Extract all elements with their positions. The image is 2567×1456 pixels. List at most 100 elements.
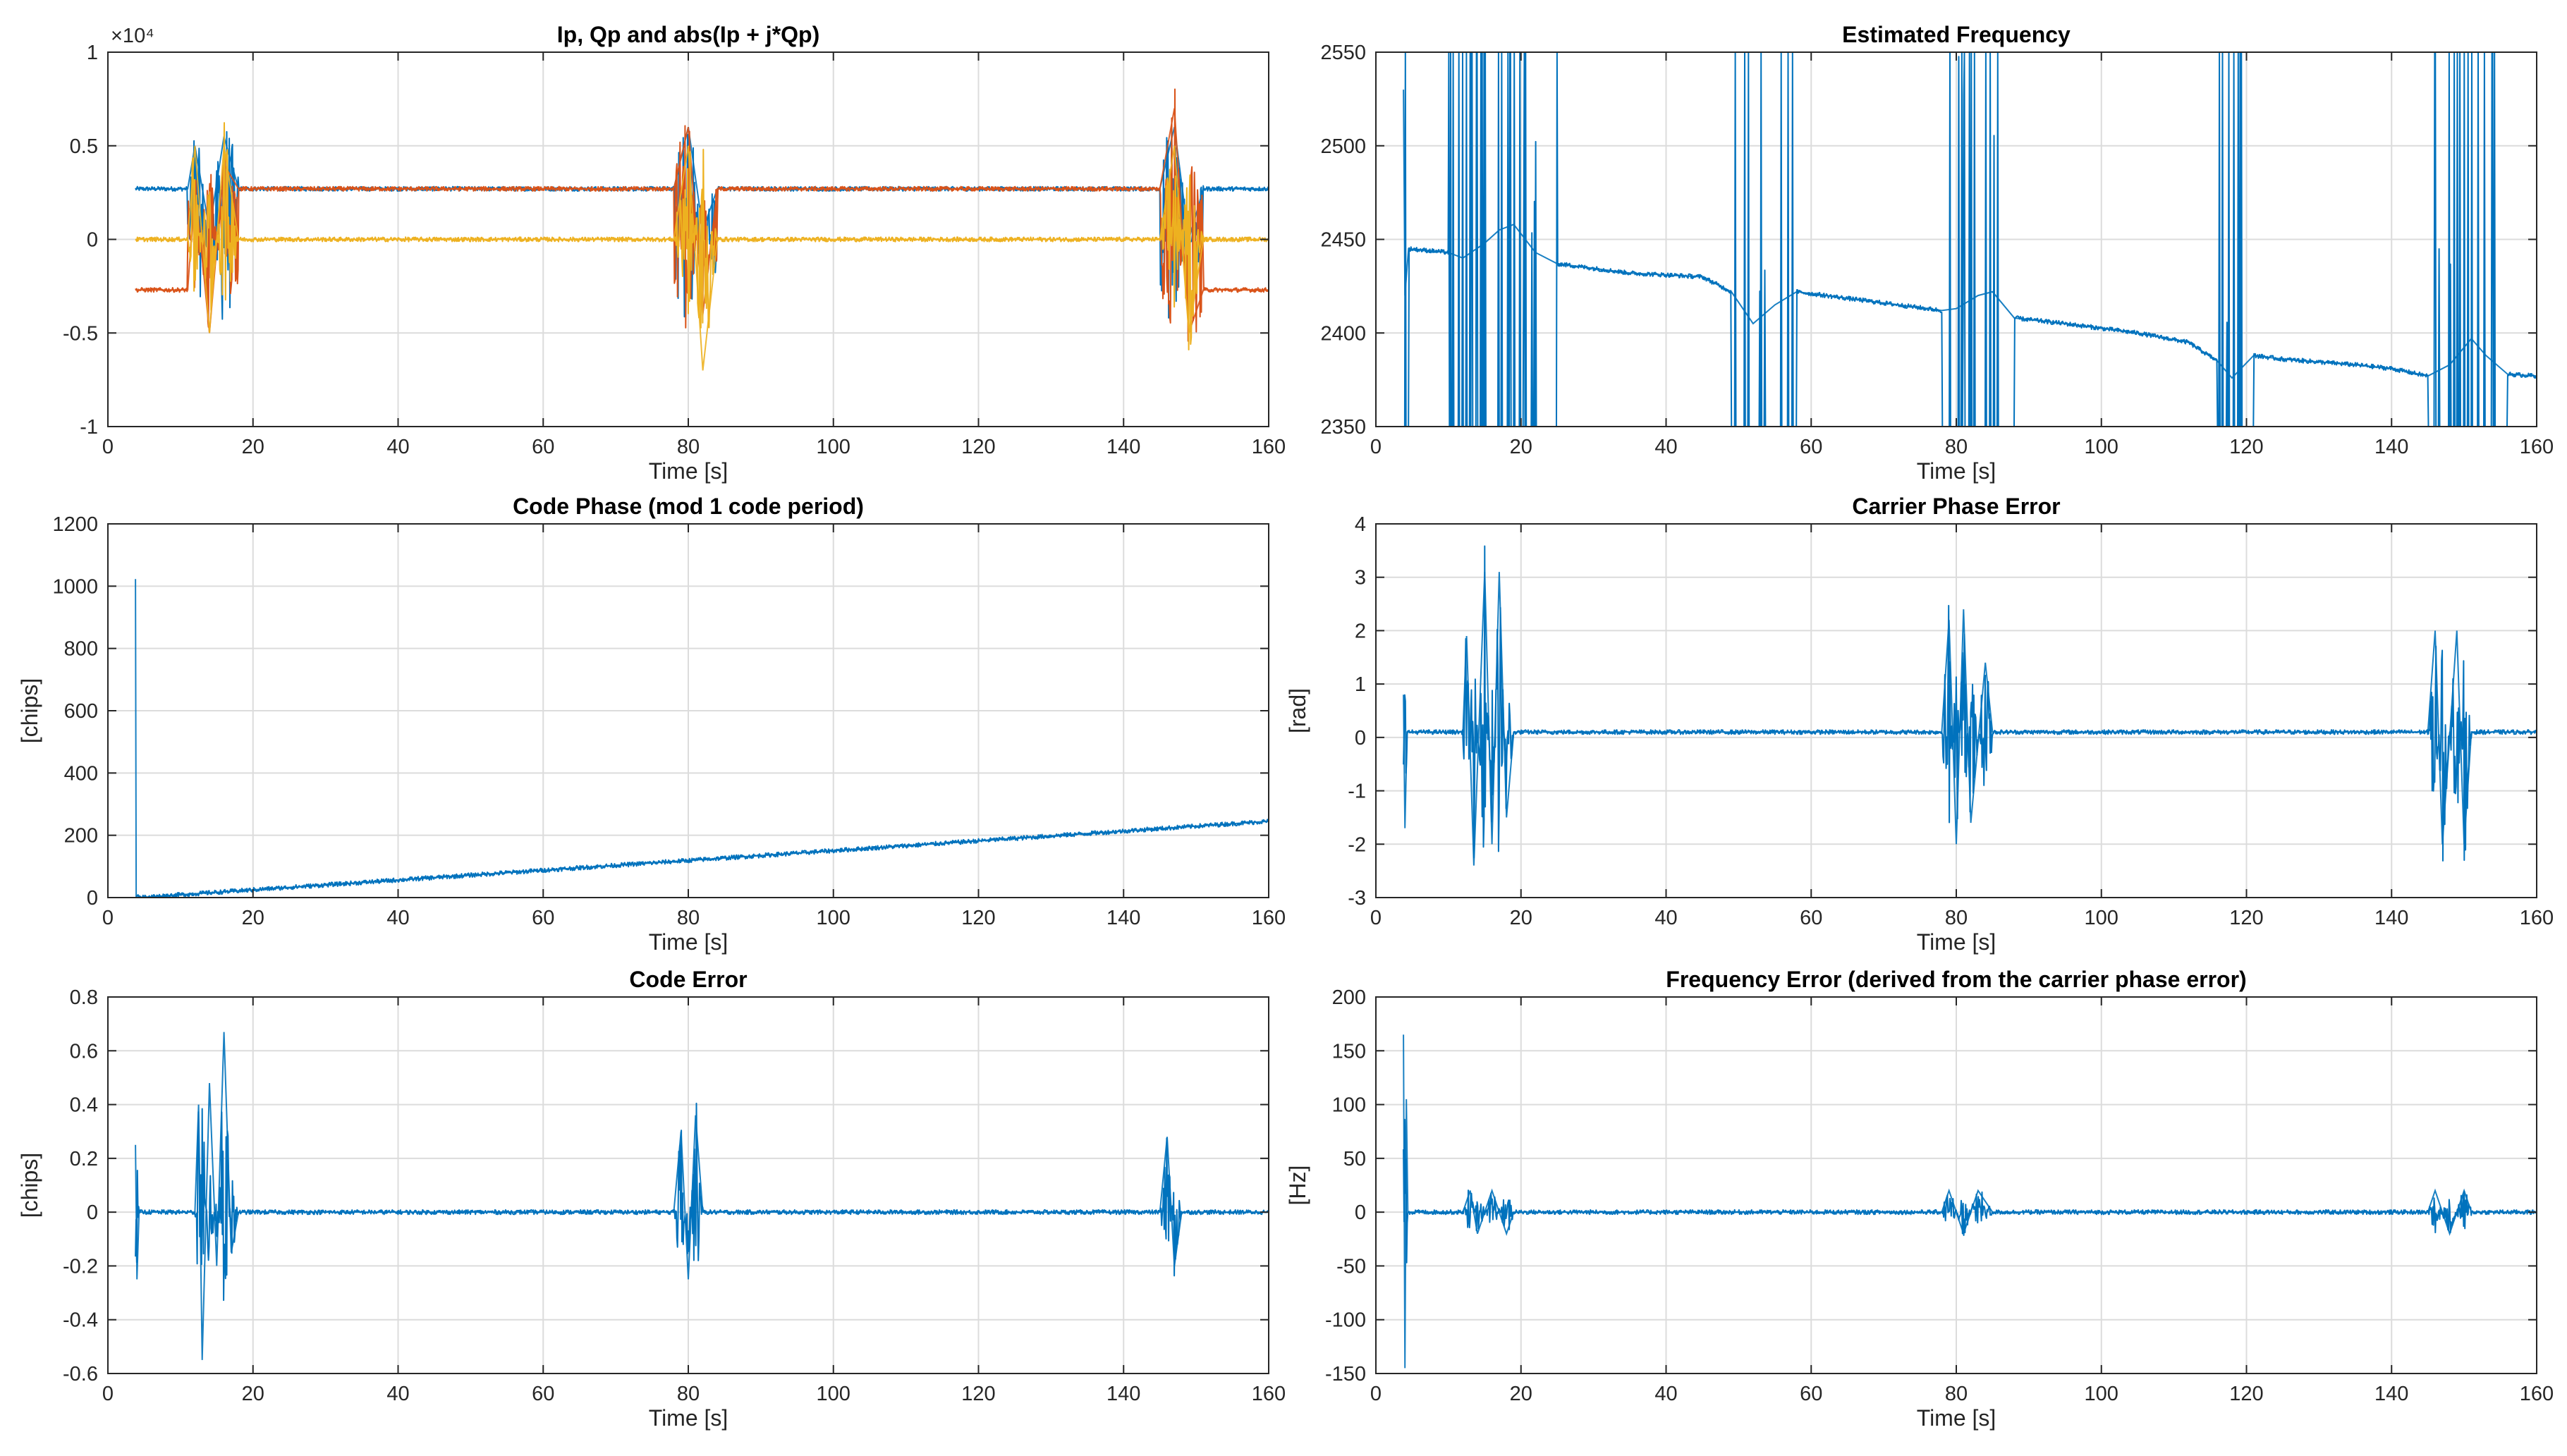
x-tick-label: 40: [386, 907, 409, 929]
x-tick-label: 160: [2520, 907, 2554, 929]
x-tick-label: 60: [1800, 1383, 1822, 1405]
y-tick-label: -0.6: [63, 1363, 98, 1385]
chart-title: Frequency Error (derived from the carrie…: [1666, 967, 2246, 992]
y-tick-label: 0.8: [70, 986, 98, 1009]
x-tick-label: 60: [1800, 907, 1822, 929]
x-tick-label: 40: [386, 1383, 409, 1405]
y-tick-label: 0.2: [70, 1148, 98, 1170]
x-tick-label: 140: [2374, 1383, 2408, 1405]
chart-title: Estimated Frequency: [1842, 22, 2071, 47]
x-tick-label: 40: [1654, 907, 1677, 929]
x-tick-label: 20: [1510, 1383, 1532, 1405]
y-tick-label: 100: [1332, 1094, 1366, 1117]
x-tick-label: 160: [1252, 436, 1286, 458]
x-tick-label: 120: [961, 436, 995, 458]
chart-panel-5: 0 20 40 60 80 100 120 140 160 -0.6 -0.4 -0.2 0 0.2 0.4…: [17, 967, 1286, 1431]
y-tick-label: 2400: [1320, 322, 1366, 345]
y-tick-label: 0: [1355, 727, 1366, 750]
y-tick-label: 200: [64, 825, 98, 848]
x-tick-label: 20: [242, 1383, 264, 1405]
y-tick-label: -0.5: [63, 322, 98, 345]
y-tick-label: 0.5: [70, 135, 98, 158]
x-tick-label: 20: [1510, 907, 1532, 929]
chart-panel-4: 0 20 40 60 80 100 120 140 160 -3 -2 -1 0 1 2 3 4 Carrier …: [1285, 494, 2554, 955]
x-tick-label: 0: [1370, 907, 1382, 929]
series-anchor-1: [1403, 572, 2537, 866]
y-tick-label: -1: [1348, 781, 1366, 803]
series-line-3: [135, 122, 1269, 350]
x-tick-label: 160: [1252, 1383, 1286, 1405]
x-tick-label: 20: [242, 907, 264, 929]
y-axis-label: [Hz]: [1285, 1166, 1310, 1206]
chart-title: Carrier Phase Error: [1852, 494, 2060, 519]
x-axis-label: Time [s]: [649, 929, 728, 955]
y-tick-label: 1: [1355, 673, 1366, 696]
y-tick-label: 150: [1332, 1040, 1366, 1063]
y-tick-label: 2550: [1320, 42, 1366, 64]
y-axis-label: [chips]: [17, 1153, 42, 1218]
chart-panel-1: 0 20 40 60 80 100 120 140 160 -1 -0.5 0 0.5 1 ×10⁴ Ip, …: [63, 22, 1286, 484]
x-axis-label: Time [s]: [649, 458, 728, 484]
y-tick-label: 3: [1355, 567, 1366, 589]
chart-panel-6: 0 20 40 60 80 100 120 140 160 -150 -100 -50 0 50 100 15…: [1285, 967, 2554, 1431]
x-tick-label: 120: [2229, 1383, 2263, 1405]
y-tick-label: 0: [1355, 1201, 1366, 1224]
y-tick-label: 2450: [1320, 229, 1366, 252]
chart-panel-2: 0 20 40 60 80 100 120 140 160 2350 2400 2450 2500 255…: [1320, 22, 2554, 484]
x-tick-label: 140: [2374, 907, 2408, 929]
x-tick-label: 40: [386, 436, 409, 458]
y-axis-label: [rad]: [1285, 688, 1310, 733]
x-tick-label: 80: [1945, 1383, 1968, 1405]
x-tick-label: 80: [677, 1383, 700, 1405]
x-tick-label: 120: [961, 1383, 995, 1405]
y-tick-label: 1000: [52, 575, 98, 598]
x-tick-label: 120: [2229, 907, 2263, 929]
chart-title: Code Error: [629, 967, 747, 992]
y-exponent-label: ×10⁴: [111, 25, 154, 47]
x-tick-label: 140: [1106, 436, 1140, 458]
x-tick-label: 100: [2085, 436, 2118, 458]
x-tick-label: 40: [1654, 436, 1677, 458]
x-tick-label: 60: [532, 1383, 554, 1405]
x-tick-label: 140: [2374, 436, 2408, 458]
x-tick-label: 100: [817, 1383, 850, 1405]
x-tick-label: 20: [242, 436, 264, 458]
x-tick-label: 0: [102, 436, 114, 458]
y-tick-label: 1: [87, 42, 98, 64]
x-tick-label: 160: [2520, 1383, 2554, 1405]
x-tick-label: 0: [1370, 436, 1382, 458]
x-tick-label: 80: [1945, 907, 1968, 929]
x-tick-label: 0: [102, 1383, 114, 1405]
y-tick-label: 0: [87, 1201, 98, 1224]
y-axis-label: [chips]: [17, 678, 42, 743]
y-tick-label: -1: [80, 416, 98, 439]
x-tick-label: 60: [532, 436, 554, 458]
x-tick-label: 160: [1252, 907, 1286, 929]
y-tick-label: -2: [1348, 833, 1366, 856]
chart-panel-3: 0 20 40 60 80 100 120 140 160 0 200 400 600 800 1000 12…: [17, 494, 1286, 955]
x-tick-label: 60: [532, 907, 554, 929]
x-tick-label: 140: [1106, 1383, 1140, 1405]
x-tick-label: 140: [1106, 907, 1140, 929]
y-tick-label: 0.6: [70, 1040, 98, 1063]
chart-title: Ip, Qp and abs(Ip + j*Qp): [557, 22, 819, 47]
series-anchor-1: [135, 1032, 1269, 1360]
x-axis-label: Time [s]: [649, 1405, 728, 1431]
y-tick-label: 2350: [1320, 416, 1366, 439]
series-anchor-1: [1403, 90, 2537, 379]
x-tick-label: 80: [677, 907, 700, 929]
y-tick-label: -0.4: [63, 1309, 98, 1332]
x-tick-label: 100: [817, 436, 850, 458]
x-tick-label: 100: [2085, 1383, 2118, 1405]
x-tick-label: 20: [1510, 436, 1532, 458]
x-tick-label: 100: [2085, 907, 2118, 929]
x-tick-label: 40: [1654, 1383, 1677, 1405]
x-tick-label: 80: [1945, 436, 1968, 458]
y-tick-label: 2500: [1320, 135, 1366, 158]
y-tick-label: 1200: [52, 513, 98, 536]
x-tick-label: 100: [817, 907, 850, 929]
series-anchor-1: [1403, 1034, 2537, 1369]
y-tick-label: 800: [64, 638, 98, 661]
